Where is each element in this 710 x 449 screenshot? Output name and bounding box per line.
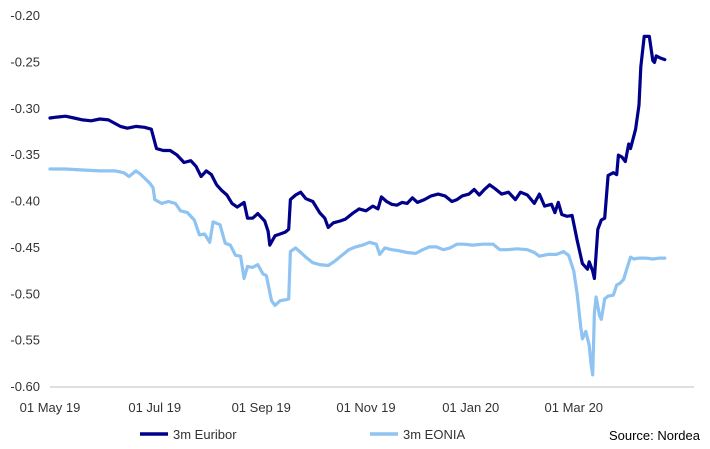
y-tick-label: -0.45 — [10, 240, 40, 255]
x-tick-label: 01 May 19 — [20, 400, 81, 415]
y-axis-ticks: -0.20 -0.25 -0.30 -0.35 -0.40 -0.45 -0.50 -0.55… — [10, 8, 40, 394]
series-line-eonia — [48, 167, 667, 377]
y-tick-label: -0.25 — [10, 54, 40, 69]
y-tick-label: -0.35 — [10, 147, 40, 162]
legend: 3m Euribor 3m EONIA — [140, 427, 465, 442]
y-tick-label: -0.40 — [10, 194, 40, 209]
y-tick-label: -0.30 — [10, 101, 40, 116]
x-tick-label: 01 Jan 20 — [442, 400, 499, 415]
y-tick-label: -0.50 — [10, 286, 40, 301]
y-tick-label: -0.55 — [10, 333, 40, 348]
x-tick-label: 01 Mar 20 — [545, 400, 604, 415]
legend-label-euribor: 3m Euribor — [173, 427, 237, 442]
legend-label-eonia: 3m EONIA — [403, 427, 465, 442]
x-tick-label: 01 Jul 19 — [128, 400, 181, 415]
source-note: Source: Nordea — [609, 428, 701, 443]
x-tick-label: 01 Nov 19 — [336, 400, 395, 415]
series-line-euribor — [48, 34, 667, 281]
y-tick-label: -0.20 — [10, 8, 40, 23]
x-tick-label: 01 Sep 19 — [232, 400, 291, 415]
series-lines — [48, 34, 667, 377]
x-axis-ticks: 01 May 19 01 Jul 19 01 Sep 19 01 Nov 19 01 J… — [20, 400, 603, 415]
y-tick-label: -0.60 — [10, 379, 40, 394]
